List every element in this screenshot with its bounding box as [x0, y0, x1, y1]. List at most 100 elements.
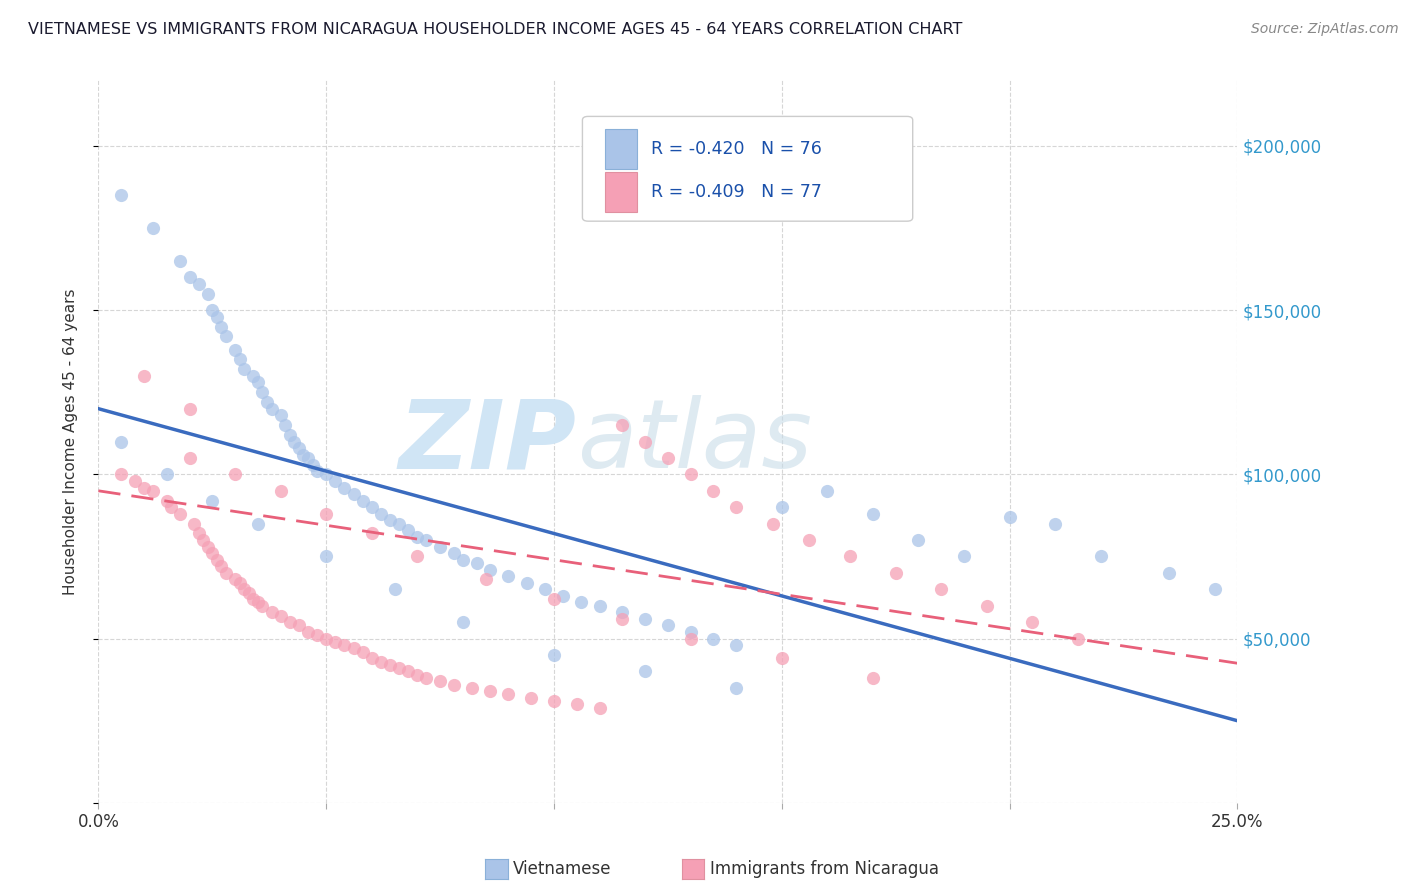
Text: ZIP: ZIP	[399, 395, 576, 488]
Point	[179, 450, 201, 465]
Point	[179, 270, 201, 285]
Point	[352, 493, 374, 508]
Point	[451, 553, 474, 567]
Point	[142, 221, 165, 235]
Point	[224, 467, 246, 482]
FancyBboxPatch shape	[605, 172, 637, 212]
Point	[370, 655, 392, 669]
Point	[215, 566, 238, 580]
Point	[443, 546, 465, 560]
Point	[233, 582, 256, 597]
Point	[197, 540, 219, 554]
Point	[479, 684, 502, 698]
Point	[124, 474, 146, 488]
Point	[260, 401, 283, 416]
Point	[534, 582, 557, 597]
Point	[333, 638, 356, 652]
Point	[242, 592, 264, 607]
Point	[797, 533, 820, 547]
Point	[498, 687, 520, 701]
Point	[725, 500, 748, 515]
Point	[110, 188, 132, 202]
Point	[474, 573, 496, 587]
Point	[953, 549, 976, 564]
Point	[205, 310, 228, 324]
Point	[201, 493, 224, 508]
Point	[288, 441, 311, 455]
Text: VIETNAMESE VS IMMIGRANTS FROM NICARAGUA HOUSEHOLDER INCOME AGES 45 - 64 YEARS CO: VIETNAMESE VS IMMIGRANTS FROM NICARAGUA …	[28, 22, 963, 37]
Point	[342, 487, 364, 501]
Point	[520, 690, 543, 705]
Text: Immigrants from Nicaragua: Immigrants from Nicaragua	[710, 860, 939, 878]
Point	[256, 395, 278, 409]
Point	[725, 638, 748, 652]
Point	[315, 549, 337, 564]
Point	[297, 625, 319, 640]
Point	[238, 585, 260, 599]
Point	[252, 385, 274, 400]
Point	[451, 615, 474, 630]
Point	[242, 368, 264, 383]
Point	[360, 526, 382, 541]
Point	[612, 612, 634, 626]
Point	[224, 343, 246, 357]
Point	[132, 368, 155, 383]
Y-axis label: Householder Income Ages 45 - 64 years: Householder Income Ages 45 - 64 years	[63, 288, 77, 595]
Point	[297, 450, 319, 465]
Point	[360, 500, 382, 515]
Point	[333, 481, 356, 495]
Point	[246, 516, 269, 531]
Point	[224, 573, 246, 587]
Point	[839, 549, 862, 564]
Point	[301, 458, 323, 472]
Point	[725, 681, 748, 695]
Point	[187, 277, 209, 291]
Point	[270, 608, 292, 623]
Point	[884, 566, 907, 580]
Point	[246, 595, 269, 609]
Point	[233, 362, 256, 376]
Point	[907, 533, 929, 547]
Point	[1157, 566, 1180, 580]
Point	[862, 507, 884, 521]
Point	[443, 677, 465, 691]
Point	[551, 589, 574, 603]
Point	[815, 483, 838, 498]
Point	[396, 665, 419, 679]
Point	[187, 526, 209, 541]
Point	[388, 516, 411, 531]
Point	[543, 592, 565, 607]
Point	[415, 533, 437, 547]
Text: R = -0.420   N = 76: R = -0.420 N = 76	[651, 140, 821, 158]
Point	[278, 615, 301, 630]
Point	[288, 618, 311, 632]
Point	[929, 582, 952, 597]
Point	[315, 632, 337, 646]
Point	[1067, 632, 1090, 646]
Point	[370, 507, 392, 521]
Point	[565, 698, 588, 712]
Point	[270, 483, 292, 498]
Point	[228, 575, 250, 590]
FancyBboxPatch shape	[582, 117, 912, 221]
Point	[307, 464, 329, 478]
Point	[588, 599, 610, 613]
Point	[516, 575, 538, 590]
Point	[215, 329, 238, 343]
Point	[679, 625, 702, 640]
Point	[762, 516, 785, 531]
Point	[378, 657, 401, 672]
Point	[160, 500, 183, 515]
Point	[634, 434, 657, 449]
Point	[1090, 549, 1112, 564]
Point	[588, 700, 610, 714]
Point	[110, 467, 132, 482]
Point	[634, 665, 657, 679]
Point	[201, 546, 224, 560]
Point	[657, 450, 679, 465]
Text: R = -0.409   N = 77: R = -0.409 N = 77	[651, 183, 821, 202]
Point	[976, 599, 998, 613]
Point	[388, 661, 411, 675]
Point	[479, 563, 502, 577]
Point	[543, 648, 565, 662]
